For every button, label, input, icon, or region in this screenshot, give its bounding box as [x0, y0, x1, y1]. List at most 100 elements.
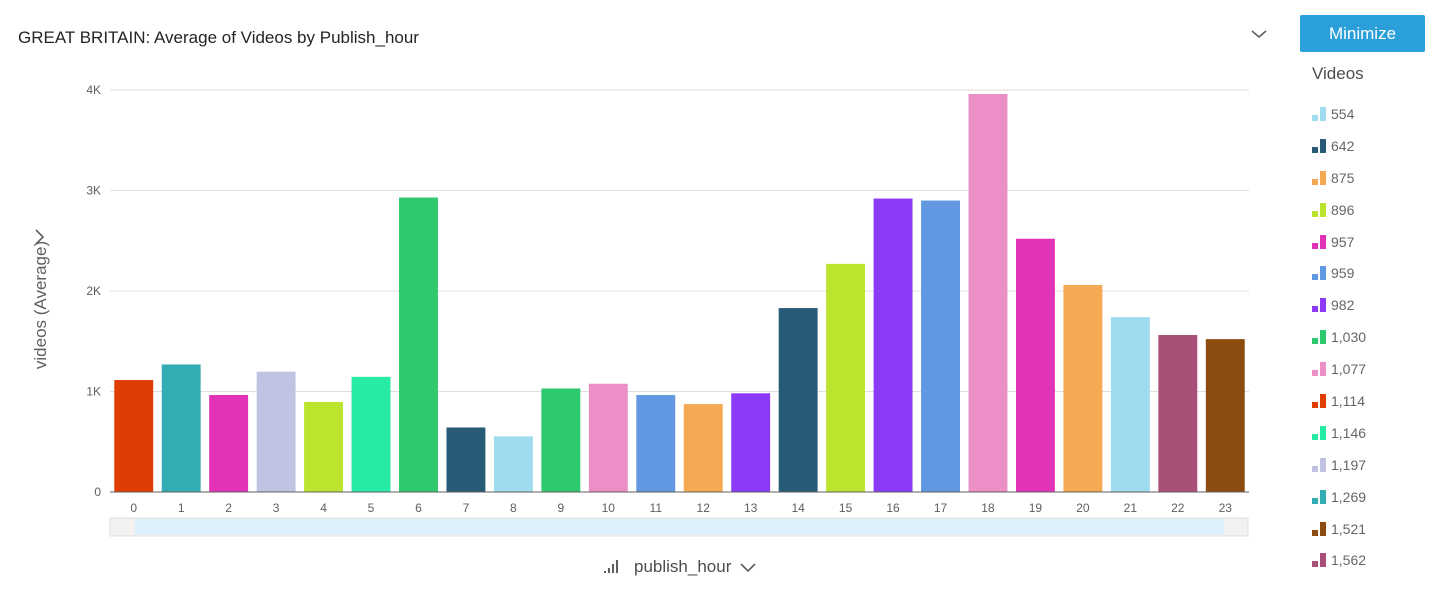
chevron-down-icon[interactable] — [1249, 24, 1269, 44]
legend-swatch-icon — [1312, 329, 1328, 345]
x-scrollbar[interactable] — [109, 517, 1249, 537]
y-tick-label: 1K — [86, 385, 101, 399]
legend-item[interactable]: 959 — [1312, 257, 1437, 289]
bar-hour-6[interactable] — [399, 197, 438, 492]
legend-swatch-icon — [1312, 170, 1328, 186]
x-tick-label: 3 — [273, 501, 280, 515]
legend-item[interactable]: 1,114 — [1312, 385, 1437, 417]
x-tick-label: 20 — [1076, 501, 1090, 515]
chevron-down-icon[interactable] — [739, 560, 757, 574]
chart-title: GREAT BRITAIN: Average of Videos by Publ… — [18, 28, 419, 47]
x-tick-label: 15 — [839, 501, 853, 515]
bar-hour-0[interactable] — [114, 380, 154, 492]
legend-swatch-icon — [1312, 489, 1328, 505]
bar-hour-9[interactable] — [541, 388, 581, 492]
legend-swatch-icon — [1312, 106, 1328, 122]
bar-hour-16[interactable] — [873, 198, 913, 493]
bar-hour-15[interactable] — [826, 263, 866, 492]
bar-hour-18[interactable] — [968, 94, 1008, 493]
legend-swatch-icon — [1312, 521, 1328, 537]
legend-item-label: 957 — [1331, 233, 1355, 250]
bar-hour-22[interactable] — [1158, 335, 1198, 492]
x-axis-ticks: 0 1 2 3 4 5 6 7 8 9 10 11 12 13 14 15 16 17 18 19 20 21 22 23 — [130, 501, 1232, 515]
legend-item[interactable]: 982 — [1312, 289, 1437, 321]
x-tick-label: 1 — [178, 501, 185, 515]
legend-item[interactable]: 1,269 — [1312, 481, 1437, 513]
bar-hour-11[interactable] — [636, 395, 676, 492]
y-axis-title-group[interactable]: videos (Average) — [31, 229, 50, 369]
legend-swatch-icon — [1312, 138, 1328, 154]
legend-swatch-icon — [1312, 457, 1328, 473]
legend-item[interactable]: 875 — [1312, 162, 1437, 194]
bar-hour-14[interactable] — [778, 308, 818, 492]
sort-icon[interactable] — [604, 559, 622, 575]
legend-item-label: 1,562 — [1331, 552, 1367, 569]
legend-item[interactable]: 1,521 — [1312, 513, 1437, 545]
x-axis-field-selector[interactable]: publish_hour — [604, 557, 757, 577]
legend-item[interactable]: 1,030 — [1312, 321, 1437, 353]
legend-item-label: 1,146 — [1331, 424, 1367, 441]
bar-hour-5[interactable] — [351, 376, 391, 492]
legend-title: Videos — [1312, 64, 1364, 83]
legend-swatch-icon — [1312, 361, 1328, 377]
x-tick-label: 9 — [558, 501, 565, 515]
x-tick-label: 5 — [368, 501, 375, 515]
legend-item[interactable]: 642 — [1312, 130, 1437, 162]
bar-hour-8[interactable] — [493, 436, 533, 492]
x-tick-label: 13 — [744, 501, 758, 515]
x-tick-label: 17 — [934, 501, 948, 515]
x-tick-label: 6 — [415, 501, 422, 515]
bar-hour-10[interactable] — [588, 383, 628, 492]
bar-hour-21[interactable] — [1110, 317, 1150, 492]
x-tick-label: 16 — [886, 501, 900, 515]
legend-item[interactable]: 1,197 — [1312, 449, 1437, 481]
x-tick-label: 0 — [130, 501, 137, 515]
bar-hour-1[interactable] — [161, 364, 201, 492]
legend-item-label: 1,269 — [1331, 488, 1367, 505]
legend-item[interactable]: 957 — [1312, 226, 1437, 258]
bar-hour-7[interactable] — [446, 427, 486, 492]
chevron-right-icon[interactable] — [35, 229, 45, 245]
legend-items: 554 642 875 896 957 959 982 1,030 1,077 1,114 1,14… — [1312, 98, 1437, 576]
bar-hour-20[interactable] — [1063, 284, 1103, 492]
legend-item[interactable]: 554 — [1312, 98, 1437, 130]
x-tick-label: 11 — [650, 501, 663, 515]
y-tick-label: 0 — [94, 485, 101, 499]
legend-item-label: 1,030 — [1331, 329, 1367, 346]
legend-item-label: 896 — [1331, 201, 1355, 218]
y-axis-title: videos (Average) — [31, 241, 50, 369]
bar-hour-2[interactable] — [209, 395, 249, 492]
legend-item[interactable]: 1,146 — [1312, 417, 1437, 449]
bar-hour-13[interactable] — [731, 393, 771, 492]
bar-hour-23[interactable] — [1205, 339, 1245, 492]
legend-item[interactable]: 1,562 — [1312, 544, 1437, 576]
x-tick-label: 14 — [791, 501, 805, 515]
y-tick-label: 2K — [86, 284, 101, 298]
x-tick-label: 7 — [463, 501, 470, 515]
bar-hour-4[interactable] — [304, 401, 344, 492]
x-tick-label: 2 — [225, 501, 232, 515]
y-axis-ticks: 0 1K 2K 3K 4K — [86, 83, 101, 499]
legend-item-label: 1,197 — [1331, 456, 1367, 473]
legend-item-label: 875 — [1331, 169, 1355, 186]
legend-item-label: 982 — [1331, 297, 1355, 314]
x-tick-label: 21 — [1124, 501, 1138, 515]
x-tick-label: 19 — [1029, 501, 1043, 515]
x-tick-label: 4 — [320, 501, 327, 515]
legend-item[interactable]: 896 — [1312, 194, 1437, 226]
gridlines — [110, 89, 1249, 392]
legend-item-label: 1,521 — [1331, 520, 1367, 537]
x-tick-label: 22 — [1171, 501, 1185, 515]
legend-swatch-icon — [1312, 265, 1328, 281]
y-tick-label: 4K — [86, 83, 101, 97]
legend-item[interactable]: 1,077 — [1312, 353, 1437, 385]
bar-hour-12[interactable] — [683, 404, 723, 492]
legend-swatch-icon — [1312, 552, 1328, 568]
minimize-button[interactable]: Minimize — [1300, 15, 1425, 52]
bar-hour-17[interactable] — [921, 200, 960, 493]
bar-hour-3[interactable] — [256, 371, 296, 492]
bar-hour-19[interactable] — [1015, 238, 1055, 492]
bars[interactable] — [114, 94, 1245, 493]
x-tick-label: 12 — [697, 501, 711, 515]
